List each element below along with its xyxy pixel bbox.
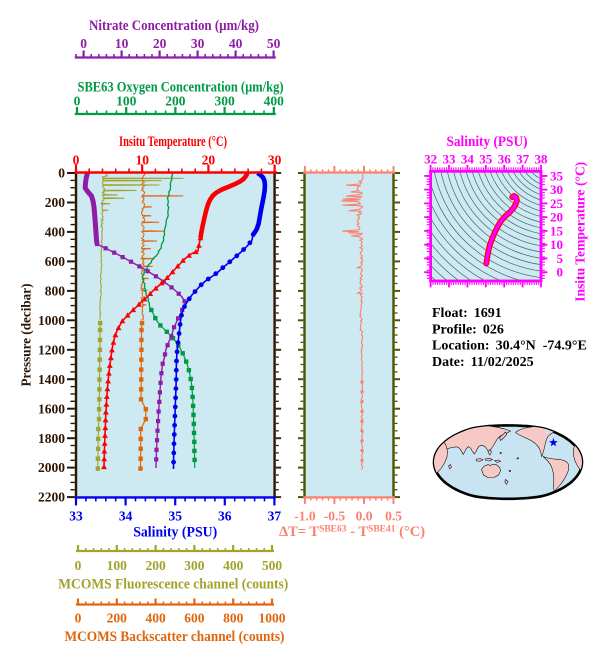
svg-text:300: 300 <box>184 558 205 573</box>
svg-text:25: 25 <box>550 196 564 211</box>
svg-text:33: 33 <box>443 152 457 167</box>
svg-text:SBE63 Oxygen Concentration (µm: SBE63 Oxygen Concentration (µm/kg) <box>78 80 284 96</box>
svg-text:33: 33 <box>69 509 83 524</box>
svg-text:500: 500 <box>262 558 283 573</box>
svg-text:100: 100 <box>116 94 137 109</box>
svg-text:Float:1691: Float: 1691 <box>432 306 502 321</box>
svg-text:300: 300 <box>214 94 235 109</box>
svg-text:0.5: 0.5 <box>385 509 402 524</box>
svg-text:30: 30 <box>268 153 282 168</box>
svg-text:15: 15 <box>550 223 564 238</box>
svg-text:1000: 1000 <box>259 611 286 626</box>
svg-text:Nitrate Concentration (µm/kg): Nitrate Concentration (µm/kg) <box>89 18 259 34</box>
svg-text:MCOMS Backscatter channel (cou: MCOMS Backscatter channel (counts) <box>65 629 285 645</box>
svg-text:MCOMS Fluorescence channel (co: MCOMS Fluorescence channel (counts) <box>58 577 288 593</box>
svg-text:20: 20 <box>153 36 167 51</box>
svg-text:1600: 1600 <box>38 401 65 416</box>
svg-text:37: 37 <box>516 152 530 167</box>
svg-text:35: 35 <box>479 152 493 167</box>
svg-text:40: 40 <box>229 36 243 51</box>
svg-text:600: 600 <box>184 611 205 626</box>
svg-text:0: 0 <box>75 611 82 626</box>
svg-text:Salinity (PSU): Salinity (PSU) <box>133 525 217 541</box>
svg-text:2200: 2200 <box>38 490 65 505</box>
svg-text:800: 800 <box>223 611 244 626</box>
svg-text:35: 35 <box>168 509 182 524</box>
svg-text:200: 200 <box>145 558 166 573</box>
svg-text:-1.0: -1.0 <box>294 509 316 524</box>
svg-text:800: 800 <box>45 284 66 299</box>
svg-text:400: 400 <box>45 225 66 240</box>
svg-text:0: 0 <box>80 36 87 51</box>
svg-text:34: 34 <box>461 152 475 167</box>
svg-text:Profile:026: Profile: 026 <box>432 322 504 337</box>
svg-text:Pressure (decibar): Pressure (decibar) <box>20 283 35 386</box>
svg-text:200: 200 <box>165 94 186 109</box>
svg-text:10: 10 <box>135 153 149 168</box>
svg-text:20: 20 <box>202 153 216 168</box>
svg-text:10: 10 <box>550 237 563 252</box>
svg-text:38: 38 <box>535 152 549 167</box>
svg-text:-0.5: -0.5 <box>324 509 346 524</box>
svg-text:ΔT= TSBE63 - TSBE41 (°C): ΔT= TSBE63 - TSBE41 (°C) <box>279 524 425 540</box>
svg-text:0: 0 <box>74 94 81 109</box>
svg-text:Salinity (PSU): Salinity (PSU) <box>447 134 528 150</box>
svg-text:0: 0 <box>73 153 80 168</box>
svg-text:0: 0 <box>58 166 65 181</box>
svg-text:1800: 1800 <box>38 431 65 446</box>
svg-text:5: 5 <box>557 251 564 266</box>
svg-text:Insitu Temperature (°C): Insitu Temperature (°C) <box>119 134 227 150</box>
svg-text:0: 0 <box>557 265 564 280</box>
svg-text:1400: 1400 <box>38 372 65 387</box>
svg-text:600: 600 <box>45 254 66 269</box>
svg-text:Date:11/02/2025: Date: 11/02/2025 <box>432 355 534 370</box>
svg-text:200: 200 <box>107 611 128 626</box>
svg-text:400: 400 <box>223 558 244 573</box>
svg-text:36: 36 <box>218 509 232 524</box>
svg-text:35: 35 <box>550 168 564 183</box>
svg-text:30: 30 <box>550 182 563 197</box>
svg-text:1200: 1200 <box>38 342 65 357</box>
svg-text:1000: 1000 <box>38 313 65 328</box>
svg-text:20: 20 <box>550 210 563 225</box>
svg-text:0.0: 0.0 <box>356 509 373 524</box>
svg-text:Insitu Temperature (°C): Insitu Temperature (°C) <box>573 162 588 302</box>
svg-text:0: 0 <box>75 558 82 573</box>
svg-text:50: 50 <box>267 36 281 51</box>
svg-text:Location:30.4°N -74.9°E: Location: 30.4°N -74.9°E <box>432 339 587 354</box>
svg-text:200: 200 <box>45 195 66 210</box>
svg-text:2000: 2000 <box>38 460 65 475</box>
svg-text:10: 10 <box>115 36 129 51</box>
svg-text:30: 30 <box>191 36 205 51</box>
svg-text:32: 32 <box>424 152 437 167</box>
svg-text:400: 400 <box>145 611 166 626</box>
svg-text:36: 36 <box>498 152 512 167</box>
svg-text:400: 400 <box>264 94 285 109</box>
svg-text:34: 34 <box>119 509 133 524</box>
svg-text:100: 100 <box>107 558 128 573</box>
svg-text:37: 37 <box>268 509 282 524</box>
